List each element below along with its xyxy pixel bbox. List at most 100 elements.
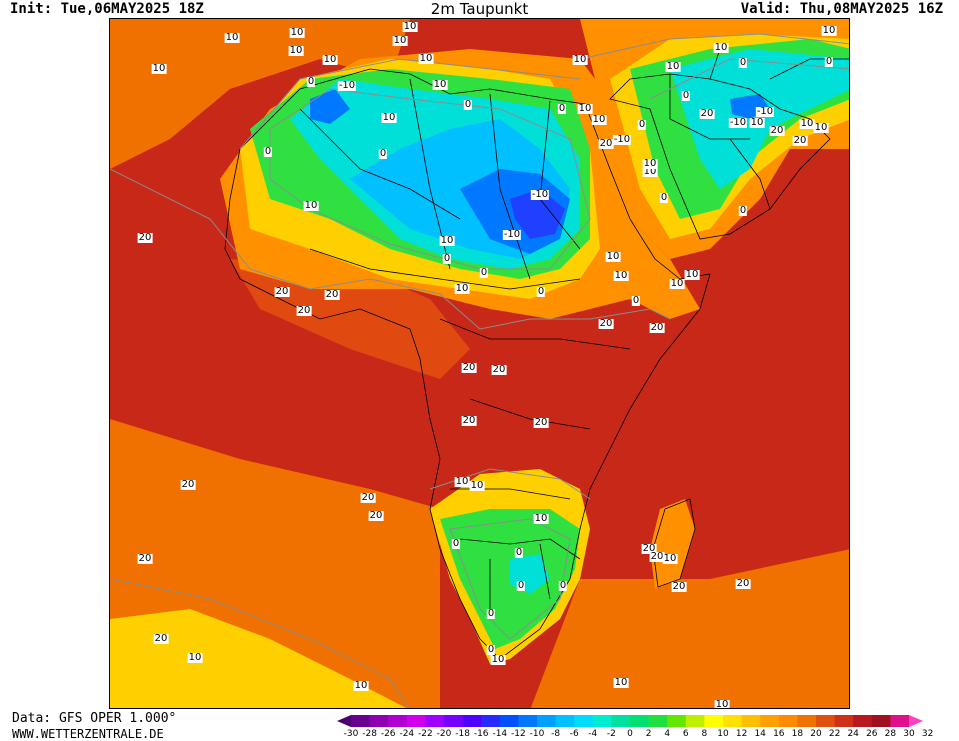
contour-label: 10 xyxy=(432,79,448,90)
legend-tick-label: 22 xyxy=(828,729,841,739)
contour-label: 20 xyxy=(153,633,169,644)
contour-label: 10 xyxy=(439,235,455,246)
contour-label: 10 xyxy=(665,61,681,72)
legend-tick-label: 4 xyxy=(664,729,671,739)
legend-swatch xyxy=(667,715,687,727)
dewpoint-map: 10 10 10 10 10 10 10 10 10 0 -10 10 0 10 0 0 10 20 10 0 -10-… xyxy=(109,18,850,709)
map-title: 2m Taupunkt xyxy=(430,0,529,18)
contour-label: 10 xyxy=(490,654,506,665)
contour-label: 0 xyxy=(557,103,567,114)
contour-label: 20 xyxy=(792,135,808,146)
legend-tick-label: 10 xyxy=(717,729,729,739)
valid-time: Valid: Thu,08MAY2025 16Z xyxy=(740,1,943,17)
contour-label: 10 xyxy=(714,699,730,709)
contour-label: 0 xyxy=(659,192,669,203)
legend-tick-label: 20 xyxy=(810,729,822,739)
field-humid-land-west-africa xyxy=(230,259,470,379)
border-africa-coast xyxy=(224,68,711,660)
legend-arrow-low xyxy=(337,715,351,727)
contour-label: 10 xyxy=(288,45,304,56)
contour-label: -10 xyxy=(530,189,550,200)
contour-label: -10 xyxy=(337,80,357,91)
legend-swatch xyxy=(723,715,743,727)
contour-label: -10 xyxy=(755,106,775,117)
contour-label: 0 xyxy=(479,267,489,278)
contour-label: 0 xyxy=(451,538,461,549)
contour-label: 20 xyxy=(649,551,665,562)
contour-label: 10 xyxy=(469,480,485,491)
contour-label: 20 xyxy=(598,138,614,149)
contour-label: 10 xyxy=(381,112,397,123)
legend-bar xyxy=(337,715,923,727)
contour-label: 20 xyxy=(533,417,549,428)
legend-swatch xyxy=(499,715,519,727)
contour-label: 0 xyxy=(442,253,452,264)
contour-label: 0 xyxy=(263,146,273,157)
legend-tick-label: -6 xyxy=(569,729,579,739)
legend-tick-label: 18 xyxy=(791,729,804,739)
contour-label: 0 xyxy=(738,57,748,68)
legend-tick-label: -8 xyxy=(551,729,561,739)
legend-tick-label: -10 xyxy=(529,729,545,739)
contour-label: 20 xyxy=(735,578,751,589)
border-interior-middle-east xyxy=(669,48,849,210)
contour-label: 0 xyxy=(486,644,496,655)
legend-tick-label: 14 xyxy=(754,729,766,739)
contour-label: 0 xyxy=(514,547,524,558)
legend-tick-label: -26 xyxy=(380,729,396,739)
legend-swatch xyxy=(518,715,538,727)
contour-label: 10 xyxy=(613,270,629,281)
country-borders xyxy=(224,48,849,660)
legend-tick-label: -18 xyxy=(455,729,470,739)
legend-tick-label: -2 xyxy=(606,729,616,739)
contour-label: 0 xyxy=(631,295,641,306)
legend-tick-label: -30 xyxy=(343,729,359,739)
legend-tick-label: 0 xyxy=(627,729,633,739)
legend-swatch xyxy=(834,715,854,727)
contour-label: 20 xyxy=(368,510,384,521)
website-credit: WWW.WETTERZENTRALE.DE xyxy=(12,727,164,741)
contour-label: 10 xyxy=(289,27,305,38)
contour-label: -10 xyxy=(502,229,522,240)
contour-label: 10 xyxy=(572,54,588,65)
contour-label: 0 xyxy=(536,286,546,297)
contour-label: 20 xyxy=(137,232,153,243)
legend-tick-label: 8 xyxy=(701,729,708,739)
contour-label: 10 xyxy=(605,251,621,262)
contour-label: 10 xyxy=(813,122,829,133)
color-legend: -30 -28 -26 -24 -22 -20 -18 -16 -14 -12 -10 -8 -6 -4-… xyxy=(337,713,957,741)
contour-label: 20 xyxy=(769,125,785,136)
legend-tick-label: -14 xyxy=(492,729,508,739)
contour-label: 10 xyxy=(454,476,470,487)
legend-tick-label: -4 xyxy=(588,729,598,739)
contour-label: 10 xyxy=(669,278,685,289)
contour-label: 10 xyxy=(151,63,167,74)
isoline-10 xyxy=(110,33,849,708)
legend-swatch xyxy=(481,715,501,727)
legend-swatch xyxy=(648,715,668,727)
legend-swatch xyxy=(462,715,482,727)
legend-swatch xyxy=(555,715,575,727)
contour-label: 20 xyxy=(296,305,312,316)
contour-label: 0 xyxy=(637,119,647,130)
legend-swatch xyxy=(797,715,817,727)
contour-label: 20 xyxy=(274,286,290,297)
contour-label: 10 xyxy=(322,54,338,65)
legend-swatch xyxy=(444,715,464,727)
contour-label: 10 xyxy=(642,158,658,169)
legend-swatch xyxy=(574,715,594,727)
contour-label: 20 xyxy=(461,362,477,373)
legend-tick-label: 6 xyxy=(682,729,689,739)
legend-tick-label: -28 xyxy=(362,729,377,739)
contour-label: 0 xyxy=(463,99,473,110)
legend-swatch xyxy=(871,715,891,727)
legend-tick-label: -24 xyxy=(399,729,415,739)
contour-label: 20 xyxy=(649,322,665,333)
contour-label: 20 xyxy=(324,289,340,300)
contour-label: 0 xyxy=(486,608,496,619)
legend-swatch xyxy=(611,715,631,727)
contour-label: 10 xyxy=(402,21,418,32)
legend-tick-label: -16 xyxy=(473,729,489,739)
contour-label: 0 xyxy=(681,90,691,101)
legend-tick-label: 32 xyxy=(921,729,934,739)
